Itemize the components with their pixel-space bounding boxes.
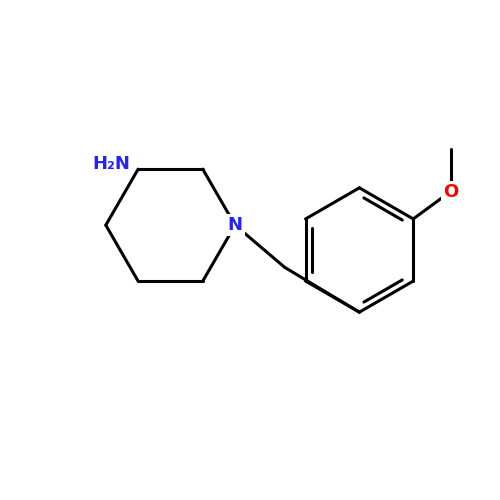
Text: N: N — [228, 216, 242, 234]
Text: O: O — [443, 182, 458, 200]
Text: H₂N: H₂N — [93, 155, 130, 173]
